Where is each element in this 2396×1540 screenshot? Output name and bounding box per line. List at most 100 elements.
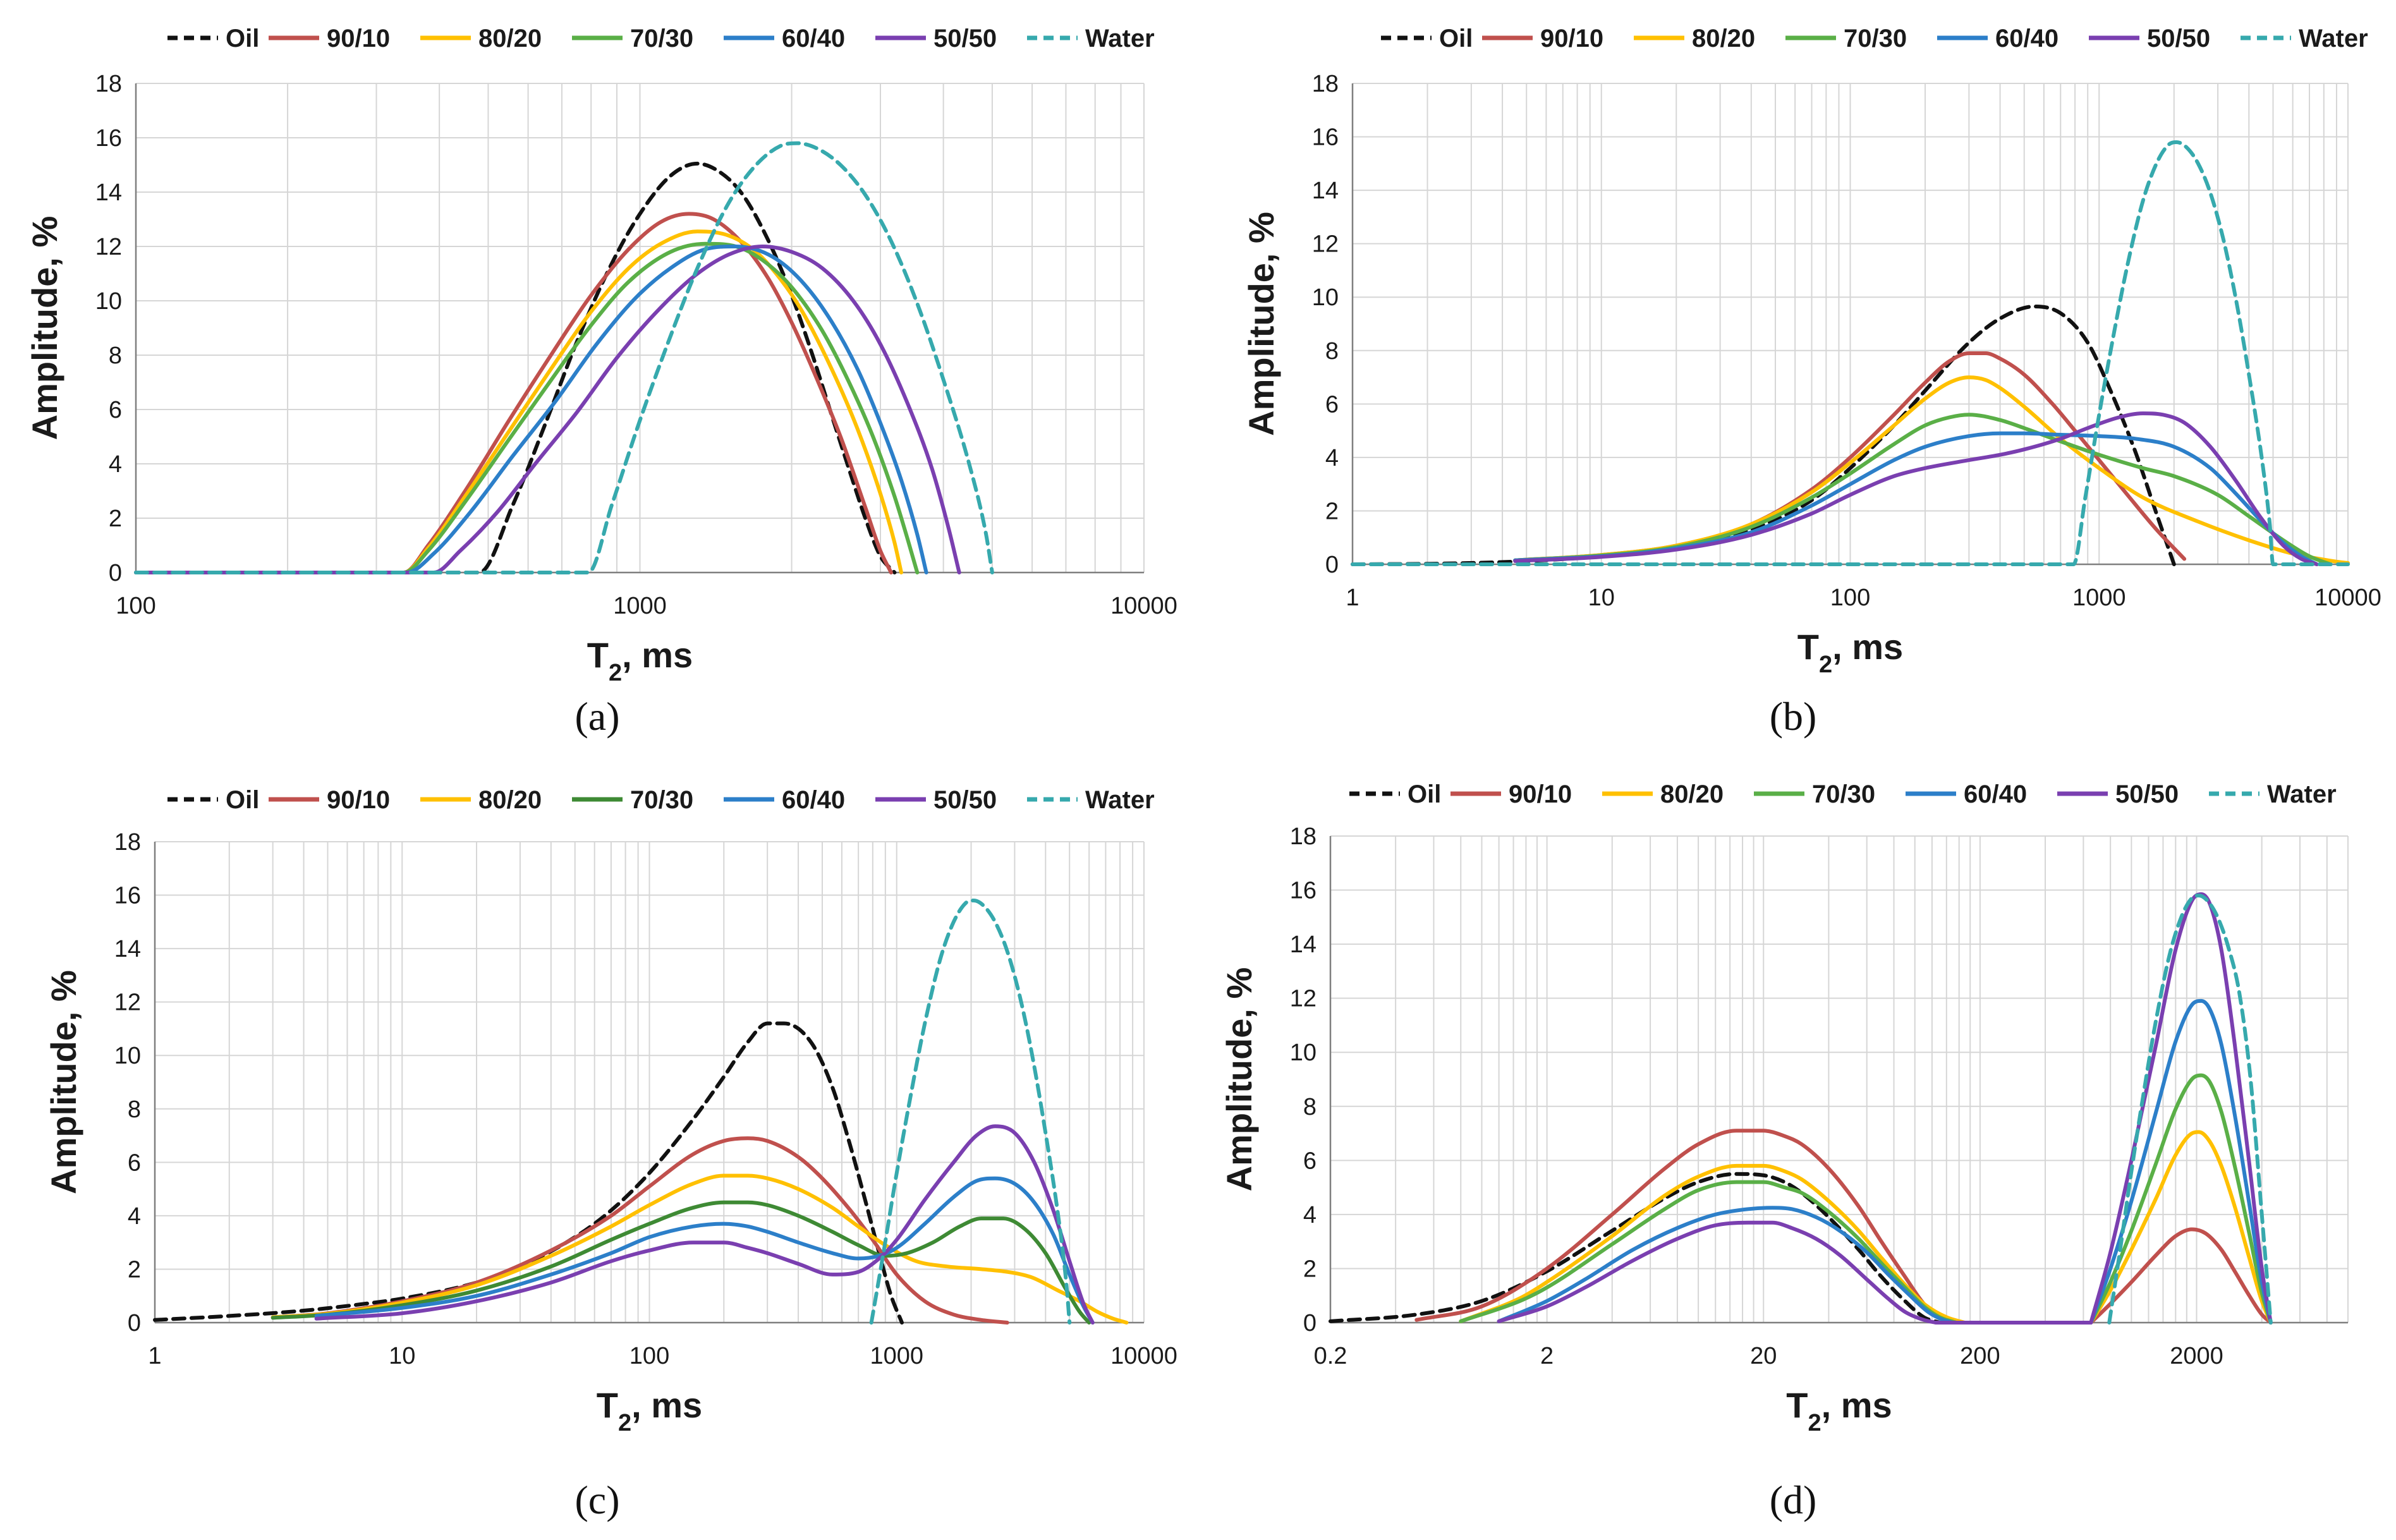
y-tick-label: 10 [1312,284,1339,311]
series-line-70-30 [271,1200,1092,1325]
x-tick-label: 100 [116,593,155,619]
y-axis-title: Amplitude, % [1241,212,1281,436]
y-axis-title: Amplitude, % [25,216,64,440]
x-tick-label: 100 [629,1343,669,1369]
series-line-70-30-peak-2- [2089,1073,2273,1325]
legend-label: 90/10 [327,786,390,814]
y-tick-label: 4 [128,1203,141,1230]
x-tick-label: 1 [148,1343,161,1369]
y-tick-label: 14 [1312,178,1339,204]
y-tick-label: 6 [109,397,122,423]
series-line-70-30 [1513,413,2333,566]
legend-label: Water [2267,780,2337,808]
legend-label: 60/40 [1995,25,2058,52]
y-tick-label: 0 [1325,552,1339,578]
series-line-50-50 [314,1124,1095,1325]
y-tick-label: 0 [1303,1310,1317,1337]
y-tick-label: 14 [95,179,122,206]
x-tick-label: 10000 [2314,585,2381,611]
series-line-60-40 [1497,1206,1955,1325]
x-tick-label: 100 [1830,585,1870,611]
y-tick-label: 14 [1290,931,1317,958]
legend-label: 80/20 [478,786,542,814]
series-group [1329,892,2273,1325]
y-tick-label: 16 [95,125,122,152]
series-line-50-50 [1497,1220,1938,1325]
x-axis-title: T2, ms [597,1385,702,1436]
series-line-80-20 [1513,375,2350,565]
x-tick-label: 10000 [1110,1343,1177,1369]
legend-label: 90/10 [1540,25,1603,52]
legend-label: 70/30 [630,25,693,52]
y-tick-label: 4 [1303,1202,1317,1228]
x-tick-label: 1 [1346,585,1359,611]
legend: Oil 90/10 80/20 70/30 60/40 50/50 Water [167,786,1155,814]
series-line-60-40 [134,245,928,575]
legend-label: Water [2299,25,2368,52]
series-line-60-40 [314,1176,1095,1325]
y-tick-label: 2 [1325,498,1339,524]
panel-caption-b: (b) [1770,694,1817,739]
x-tick-label: 200 [1960,1343,2000,1369]
y-tick-label: 8 [128,1096,141,1123]
series-line-80-20-peak-2- [2089,1130,2273,1325]
series-line-water [2107,894,2273,1325]
y-tick-label: 10 [95,288,122,315]
y-tick-label: 12 [1312,231,1339,258]
legend-label: 70/30 [630,786,693,814]
series-line-90-10-peak-2- [2089,1227,2273,1325]
y-tick-label: 14 [114,936,141,962]
y-tick-label: 18 [1290,823,1317,850]
y-tick-label: 12 [1290,986,1317,1012]
panel-caption-a: (a) [575,694,619,739]
series-line-70-30 [134,241,920,575]
y-tick-label: 0 [128,1310,141,1337]
series-line-90-10 [1414,1129,1955,1325]
series-line-water [869,899,1072,1325]
series-group [153,899,1129,1325]
y-tick-label: 8 [1325,338,1339,365]
x-tick-label: 1000 [870,1343,923,1369]
y-tick-label: 2 [109,506,122,532]
legend-label: Oil [226,25,259,52]
x-axis-title: T2, ms [1786,1385,1892,1436]
y-tick-label: 16 [1312,124,1339,151]
series-line-50-50 [134,245,961,575]
legend-label: Water [1085,786,1155,814]
legend: Oil 90/10 80/20 70/30 60/40 50/50 Water [1349,780,2337,808]
series-line-90-10 [271,1136,1009,1325]
series-line-50-50 [1513,411,2319,566]
y-tick-label: 6 [128,1149,141,1176]
chart-panel-c: 0 2 4 6 8 10 12 14 16 18 1 10 100 1000 10000 Amplitude,… [44,786,1177,1436]
legend-label: 50/50 [2147,25,2210,52]
legend-label: Oil [1408,780,1441,808]
y-axis-title: Amplitude, % [1219,967,1259,1192]
legend-label: 80/20 [1692,25,1755,52]
legend-label: 60/40 [782,25,845,52]
x-tick-label: 20 [1750,1343,1777,1369]
y-tick-label: 8 [1303,1094,1317,1120]
y-axis-title: Amplitude, % [44,970,83,1194]
y-tick-label: 0 [109,560,122,586]
x-tick-label: 1000 [2072,585,2126,611]
legend-label: 80/20 [1660,780,1724,808]
y-tick-label: 10 [114,1043,141,1069]
panel-caption-c: (c) [575,1477,619,1522]
legend-label: 50/50 [2115,780,2179,808]
y-tick-label: 18 [95,71,122,97]
series-group [1351,140,2350,567]
legend-label: 70/30 [1844,25,1907,52]
legend-label: 60/40 [1964,780,2027,808]
chart-panel-d: 0 2 4 6 8 10 12 14 16 18 0.2 2 20 200 2000 Amplitude, %… [1219,780,2349,1436]
legend-label: 50/50 [933,25,997,52]
y-tick-label: 4 [109,451,122,478]
series-line-oil [1329,1172,1942,1325]
series-line-oil [153,1021,904,1325]
y-tick-label: 18 [1312,71,1339,97]
y-tick-label: 4 [1325,445,1339,471]
legend: Oil 90/10 80/20 70/30 60/40 50/50 Water [1381,25,2368,52]
y-tick-label: 12 [95,234,122,260]
y-tick-label: 18 [114,829,141,856]
